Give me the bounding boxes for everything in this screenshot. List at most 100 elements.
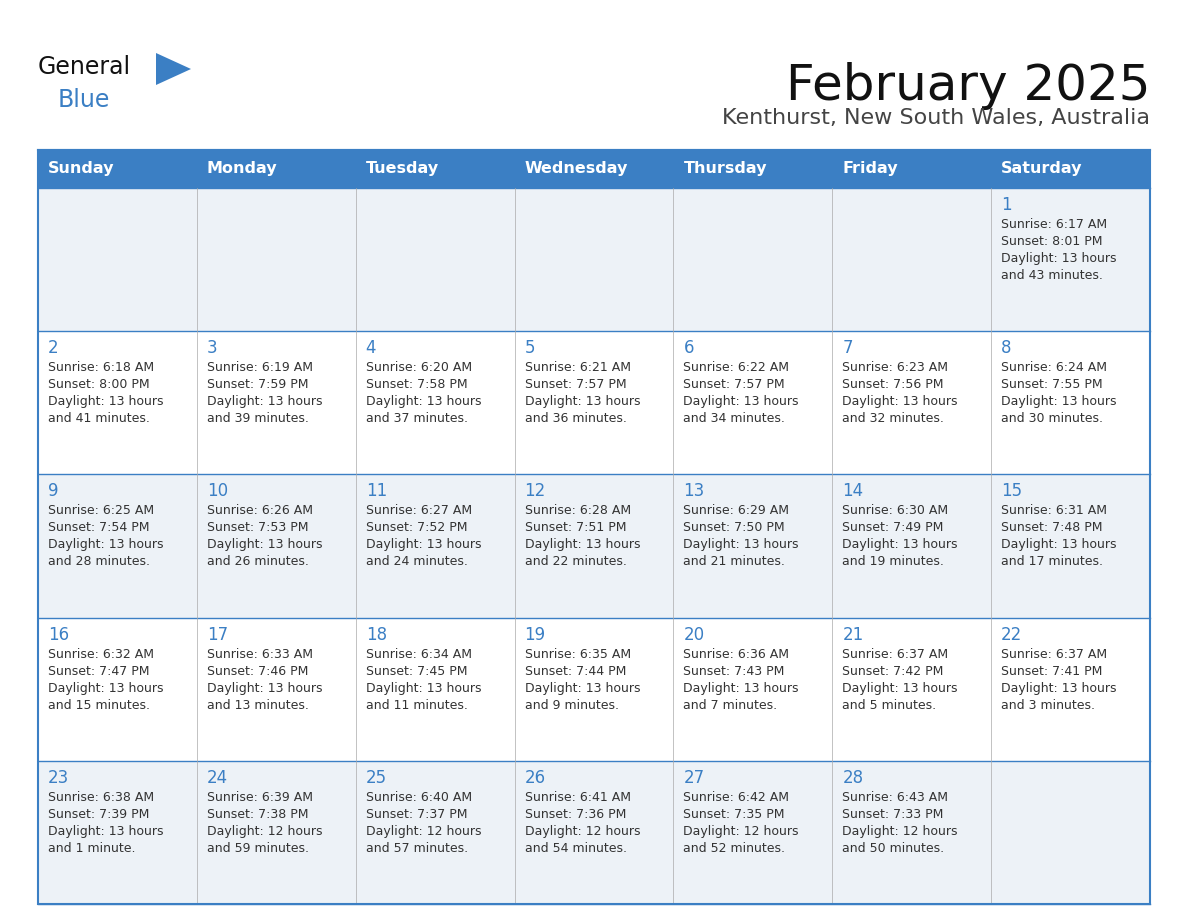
Text: Sunset: 7:47 PM: Sunset: 7:47 PM (48, 665, 150, 677)
Text: Daylight: 12 hours: Daylight: 12 hours (683, 824, 798, 838)
Text: and 57 minutes.: and 57 minutes. (366, 842, 468, 855)
Text: Sunrise: 6:30 AM: Sunrise: 6:30 AM (842, 504, 948, 518)
Text: Daylight: 13 hours: Daylight: 13 hours (683, 396, 798, 409)
Text: 20: 20 (683, 625, 704, 644)
Text: and 21 minutes.: and 21 minutes. (683, 555, 785, 568)
Text: Sunrise: 6:32 AM: Sunrise: 6:32 AM (48, 647, 154, 661)
Text: 6: 6 (683, 339, 694, 357)
Text: and 26 minutes.: and 26 minutes. (207, 555, 309, 568)
Text: Sunrise: 6:37 AM: Sunrise: 6:37 AM (842, 647, 948, 661)
Text: Sunset: 7:58 PM: Sunset: 7:58 PM (366, 378, 467, 391)
Text: Sunset: 7:42 PM: Sunset: 7:42 PM (842, 665, 943, 677)
Text: Sunset: 7:49 PM: Sunset: 7:49 PM (842, 521, 943, 534)
Text: and 30 minutes.: and 30 minutes. (1001, 412, 1104, 425)
Text: Sunset: 7:57 PM: Sunset: 7:57 PM (525, 378, 626, 391)
Text: 19: 19 (525, 625, 545, 644)
Text: 18: 18 (366, 625, 387, 644)
Text: Sunset: 7:59 PM: Sunset: 7:59 PM (207, 378, 309, 391)
Text: Sunset: 7:43 PM: Sunset: 7:43 PM (683, 665, 785, 677)
Text: and 36 minutes.: and 36 minutes. (525, 412, 626, 425)
Text: Daylight: 13 hours: Daylight: 13 hours (366, 538, 481, 552)
Text: Sunrise: 6:18 AM: Sunrise: 6:18 AM (48, 361, 154, 375)
Text: and 54 minutes.: and 54 minutes. (525, 842, 626, 855)
Text: Daylight: 13 hours: Daylight: 13 hours (683, 681, 798, 695)
Bar (38, 761, 1150, 904)
Text: and 19 minutes.: and 19 minutes. (842, 555, 944, 568)
Text: 15: 15 (1001, 482, 1022, 500)
Text: and 41 minutes.: and 41 minutes. (48, 412, 150, 425)
Text: 5: 5 (525, 339, 535, 357)
Text: General: General (38, 55, 131, 79)
Text: Sunrise: 6:38 AM: Sunrise: 6:38 AM (48, 790, 154, 804)
Text: Kenthurst, New South Wales, Australia: Kenthurst, New South Wales, Australia (722, 108, 1150, 128)
Text: Daylight: 12 hours: Daylight: 12 hours (525, 824, 640, 838)
Text: Sunset: 7:57 PM: Sunset: 7:57 PM (683, 378, 785, 391)
Text: 9: 9 (48, 482, 58, 500)
Text: Daylight: 13 hours: Daylight: 13 hours (842, 396, 958, 409)
Text: 21: 21 (842, 625, 864, 644)
Bar (38, 331, 1150, 475)
Text: Thursday: Thursday (683, 162, 767, 176)
Text: Sunrise: 6:25 AM: Sunrise: 6:25 AM (48, 504, 154, 518)
Text: Blue: Blue (58, 88, 110, 112)
Text: 10: 10 (207, 482, 228, 500)
Text: and 15 minutes.: and 15 minutes. (48, 699, 150, 711)
Text: and 50 minutes.: and 50 minutes. (842, 842, 944, 855)
Text: Daylight: 12 hours: Daylight: 12 hours (366, 824, 481, 838)
Text: Sunset: 7:45 PM: Sunset: 7:45 PM (366, 665, 467, 677)
Text: and 1 minute.: and 1 minute. (48, 842, 135, 855)
Text: Sunrise: 6:17 AM: Sunrise: 6:17 AM (1001, 218, 1107, 231)
Text: 27: 27 (683, 768, 704, 787)
Text: Daylight: 13 hours: Daylight: 13 hours (1001, 252, 1117, 265)
Text: Sunrise: 6:34 AM: Sunrise: 6:34 AM (366, 647, 472, 661)
Text: and 34 minutes.: and 34 minutes. (683, 412, 785, 425)
Text: Daylight: 13 hours: Daylight: 13 hours (366, 681, 481, 695)
Text: and 32 minutes.: and 32 minutes. (842, 412, 944, 425)
Text: Sunset: 7:51 PM: Sunset: 7:51 PM (525, 521, 626, 534)
Text: Daylight: 13 hours: Daylight: 13 hours (525, 396, 640, 409)
Text: and 3 minutes.: and 3 minutes. (1001, 699, 1095, 711)
Text: Sunset: 7:53 PM: Sunset: 7:53 PM (207, 521, 309, 534)
Text: Wednesday: Wednesday (525, 162, 628, 176)
Text: 1: 1 (1001, 196, 1012, 214)
Text: Sunset: 7:37 PM: Sunset: 7:37 PM (366, 808, 467, 821)
Text: Sunset: 7:39 PM: Sunset: 7:39 PM (48, 808, 150, 821)
Text: Sunrise: 6:27 AM: Sunrise: 6:27 AM (366, 504, 472, 518)
Text: Daylight: 13 hours: Daylight: 13 hours (207, 538, 322, 552)
Text: 2: 2 (48, 339, 58, 357)
Text: Sunset: 7:52 PM: Sunset: 7:52 PM (366, 521, 467, 534)
Text: February 2025: February 2025 (785, 62, 1150, 110)
Text: Sunset: 7:48 PM: Sunset: 7:48 PM (1001, 521, 1102, 534)
Text: Sunset: 7:50 PM: Sunset: 7:50 PM (683, 521, 785, 534)
Text: 17: 17 (207, 625, 228, 644)
Text: Daylight: 13 hours: Daylight: 13 hours (366, 396, 481, 409)
Text: 28: 28 (842, 768, 864, 787)
Text: Sunset: 8:01 PM: Sunset: 8:01 PM (1001, 235, 1102, 248)
Text: Sunset: 7:56 PM: Sunset: 7:56 PM (842, 378, 943, 391)
Text: 24: 24 (207, 768, 228, 787)
Text: 26: 26 (525, 768, 545, 787)
Text: Daylight: 13 hours: Daylight: 13 hours (842, 538, 958, 552)
Text: 4: 4 (366, 339, 377, 357)
Text: Sunrise: 6:28 AM: Sunrise: 6:28 AM (525, 504, 631, 518)
Text: Daylight: 13 hours: Daylight: 13 hours (207, 681, 322, 695)
Text: and 17 minutes.: and 17 minutes. (1001, 555, 1104, 568)
Text: 8: 8 (1001, 339, 1012, 357)
Text: 7: 7 (842, 339, 853, 357)
Text: Daylight: 13 hours: Daylight: 13 hours (525, 681, 640, 695)
Bar (38, 150, 1150, 904)
Text: Sunrise: 6:41 AM: Sunrise: 6:41 AM (525, 790, 631, 804)
Text: Sunrise: 6:29 AM: Sunrise: 6:29 AM (683, 504, 790, 518)
Text: Sunset: 7:35 PM: Sunset: 7:35 PM (683, 808, 785, 821)
Text: Daylight: 13 hours: Daylight: 13 hours (48, 824, 164, 838)
Text: Saturday: Saturday (1001, 162, 1082, 176)
Text: and 22 minutes.: and 22 minutes. (525, 555, 626, 568)
Text: Sunrise: 6:26 AM: Sunrise: 6:26 AM (207, 504, 312, 518)
Text: Sunday: Sunday (48, 162, 114, 176)
Text: Sunset: 7:46 PM: Sunset: 7:46 PM (207, 665, 308, 677)
Text: Sunrise: 6:19 AM: Sunrise: 6:19 AM (207, 361, 312, 375)
Text: Sunrise: 6:42 AM: Sunrise: 6:42 AM (683, 790, 790, 804)
Text: Sunset: 7:36 PM: Sunset: 7:36 PM (525, 808, 626, 821)
Text: and 5 minutes.: and 5 minutes. (842, 699, 936, 711)
Text: Daylight: 13 hours: Daylight: 13 hours (1001, 681, 1117, 695)
